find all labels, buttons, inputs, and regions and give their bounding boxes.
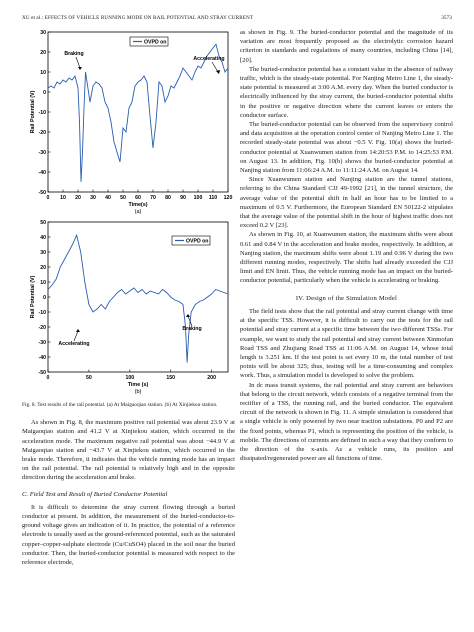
annotation-label: Accelerating [193,56,224,62]
y-tick-label: 20 [40,265,46,271]
x-tick-label: 0 [47,195,50,201]
paragraph: In dc mass transit systems, the rail pot… [240,381,453,463]
series-line [47,43,229,182]
paragraph: as shown in Fig. 9. The buried-conductor… [240,29,453,64]
y-tick-label: -40 [39,355,47,361]
subsection-heading: C. Field Test and Result of Buried Condu… [22,490,168,498]
arrow-head [78,67,82,70]
running-header: XU et al.: EFFECTS OF VEHICLE RUNNING MO… [22,15,452,23]
annotation-arrow [73,330,79,342]
legend-label: OVPD on [144,40,166,46]
y-tick-label: 0 [43,90,46,96]
y-tick-label: -20 [39,325,47,331]
x-tick-label: 50 [86,375,92,381]
y-tick-label: 50 [40,220,46,226]
figure-caption: Fig. 8. Test results of the rail potenti… [22,402,235,409]
x-tick-label: 80 [165,195,171,201]
running-title: XU et al.: EFFECTS OF VEHICLE RUNNING MO… [22,15,254,21]
legend-label: OVPD on [186,239,208,245]
x-axis-label: Time (s) [128,382,149,388]
y-tick-label: 40 [40,235,46,241]
chart-b: 0 50 100 150 200 -50 -40 -30 -20 -10 0 10 20 30 40 50 Ti… [30,220,229,395]
figure-8: 0 10 20 30 40 50 60 70 80 90 100 110 120 -50 -40 -30 -20… [22,28,235,398]
x-tick-label: 110 [209,195,217,201]
right-column: as shown in Fig. 9. The buried-conductor… [240,28,453,463]
x-tick-label: 200 [207,375,216,381]
paragraph: As shown in Fig. 10, at Xuanwumen statio… [240,231,453,285]
paragraph: The buried-conductor potential has a con… [240,65,453,119]
panel-label: (b) [135,389,142,395]
paragraph: Since Xuanwumen station and Nanjing stat… [240,176,453,230]
panel-label: (a) [135,209,142,215]
annotation-label: Accelerating [58,341,89,347]
legend-box [129,36,169,47]
y-tick-label: -10 [39,310,47,316]
left-column: 0 10 20 30 40 50 60 70 80 90 100 110 120 -50 -40 -30 -20… [22,28,235,567]
x-tick-label: 150 [166,375,175,381]
caption-label: Fig. 8. [22,402,36,408]
arrow-head [76,329,80,332]
x-tick-label: 50 [120,195,126,201]
y-tick-label: -10 [39,110,47,116]
chart-a: 0 10 20 30 40 50 60 70 80 90 100 110 120-50-40-30-20… [30,30,233,215]
annotation-arrow [187,315,193,327]
x-tick-label: 10 [60,195,66,201]
x-axis-label: Time(s) [128,202,147,208]
x-tick-label: 20 [75,195,81,201]
y-axis-label: Rail Potential (V) [30,275,36,318]
y-tick-label: -50 [39,370,47,376]
annotation-label: Braking [182,326,201,332]
y-tick-label: 0 [43,295,46,301]
y-axis-label: Rail Potential (V) [30,90,36,133]
x-tick-label: 90 [180,195,186,201]
y-tick-label: 10 [40,70,46,76]
annotation-label: Braking [64,51,83,57]
arrow-head [216,70,220,74]
y-tick-label: 30 [40,30,46,36]
legend-box [171,235,211,246]
y-tick-label: 10 [40,280,46,286]
annotation-arrow [75,56,81,69]
series-line [47,233,229,363]
x-tick-label: 100 [125,375,134,381]
paragraph: The buried-conductor potential can be ob… [240,121,453,175]
x-tick-label: 70 [150,195,156,201]
y-tick-label: -40 [39,170,47,176]
x-tick-label: 120 [224,195,233,201]
x-tick-label: 40 [105,195,111,201]
caption-text: Test results of the rail potential. (a) … [37,402,218,408]
y-tick-label: 30 [40,250,46,256]
arrow-head [186,314,190,317]
y-tick-label: -20 [39,130,47,136]
section-heading: IV. Design of the Simulation Model [295,294,398,302]
annotation-arrow [211,61,219,73]
x-tick-label: 100 [194,195,203,201]
y-tick-label: -30 [39,340,47,346]
y-tick-label: -50 [39,190,47,196]
x-tick-label: 60 [135,195,141,201]
paragraph: It is difficult to determine the stray c… [22,503,235,567]
x-tick-label: 0 [47,375,50,381]
page-number: 3573 [441,15,452,21]
paragraph: As shown in Fig. 8, the maximum positive… [22,419,235,482]
y-tick-label: -30 [39,150,47,156]
paragraph: The field tests show that the rail poten… [240,307,453,380]
x-tick-label: 30 [90,195,96,201]
y-tick-label: 20 [40,50,46,56]
